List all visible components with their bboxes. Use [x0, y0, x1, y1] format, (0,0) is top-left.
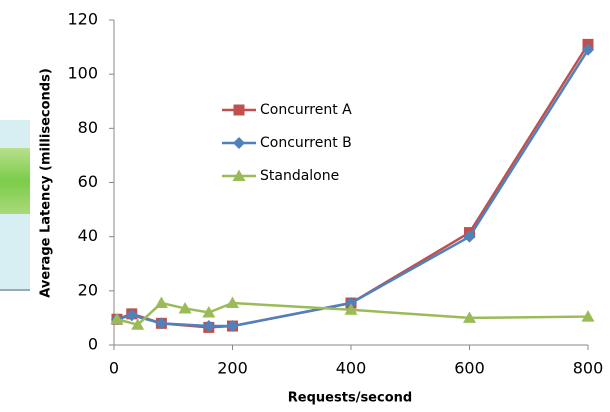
- background-band: [0, 148, 30, 214]
- data-point: [131, 318, 145, 330]
- data-point: [125, 309, 138, 322]
- x-tick-label: 600: [454, 359, 485, 378]
- data-point: [110, 312, 124, 325]
- data-point: [202, 320, 215, 333]
- y-tick-label: 20: [78, 280, 98, 299]
- legend-marker: [233, 104, 245, 116]
- y-tick-label: 120: [67, 10, 98, 29]
- data-point: [226, 320, 239, 333]
- data-point: [463, 311, 476, 323]
- data-point: [582, 43, 594, 56]
- legend-label: Concurrent B: [260, 135, 352, 151]
- x-tick-label: 200: [217, 359, 248, 378]
- data-point: [463, 230, 476, 243]
- y-tick-label: 60: [78, 172, 98, 191]
- y-tick-label: 0: [88, 335, 98, 354]
- y-tick-label: 100: [67, 64, 98, 83]
- legend-marker: [232, 169, 246, 181]
- data-point: [178, 301, 192, 314]
- legend-label: Standalone: [260, 168, 339, 184]
- data-point: [226, 296, 239, 309]
- data-point: [344, 303, 358, 315]
- data-point: [155, 317, 168, 330]
- y-tick-label: 40: [78, 226, 98, 245]
- y-axis-title: Average Latency (milliseconds): [39, 68, 54, 298]
- legend-label: Concurrent A: [260, 102, 352, 118]
- x-tick-label: 400: [336, 359, 367, 378]
- y-tick-label: 80: [78, 118, 98, 137]
- x-axis-title: Requests/second: [288, 391, 412, 406]
- series-line: [116, 43, 590, 329]
- data-point: [154, 296, 168, 309]
- data-point: [202, 306, 216, 318]
- x-tick-label: 800: [573, 359, 604, 378]
- x-tick-label: 0: [109, 359, 119, 378]
- data-point: [581, 310, 595, 322]
- series-line: [116, 49, 590, 328]
- legend-marker: [233, 137, 245, 149]
- data-point: [345, 297, 357, 310]
